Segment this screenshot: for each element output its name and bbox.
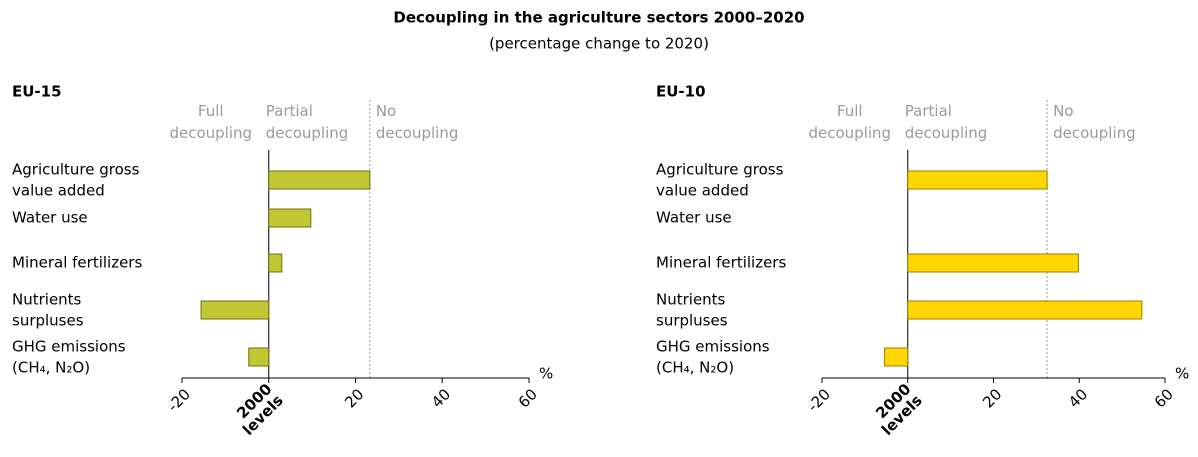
x-tick-label: 60 xyxy=(515,385,541,411)
figure-title: Decoupling in the agriculture sectors 20… xyxy=(393,9,804,27)
x-tick-label-group: -20 xyxy=(804,385,834,415)
bar xyxy=(268,170,371,190)
x-tick-label: 40 xyxy=(1065,385,1091,411)
zone-label: Full decoupling xyxy=(808,102,891,142)
x-tick-label: 20 xyxy=(341,385,367,411)
category-label: Water use xyxy=(656,209,732,227)
bar xyxy=(907,300,1143,320)
x-tick-label-group: 60 xyxy=(515,385,541,411)
bar xyxy=(248,347,270,367)
x-tick-label: 60 xyxy=(1151,385,1177,411)
category-label: Mineral fertilizers xyxy=(12,254,142,272)
x-tick-label-group: 20 xyxy=(979,385,1005,411)
x-tick-label: -20 xyxy=(164,385,194,415)
bar xyxy=(268,208,312,228)
x-tick-label-group: 20 xyxy=(341,385,367,411)
category-label: GHG emissions (CH₄, N₂O) xyxy=(656,337,770,376)
panel-title: EU-10 xyxy=(656,83,706,101)
figure-subtitle: (percentage change to 2020) xyxy=(489,35,709,53)
zone-label: No decoupling xyxy=(1053,102,1136,142)
category-label: Nutrients surpluses xyxy=(12,290,84,329)
category-label: Nutrients surpluses xyxy=(656,290,728,329)
zone-label: Full decoupling xyxy=(169,102,252,142)
category-label: Water use xyxy=(12,209,88,227)
x-tick-label: -20 xyxy=(804,385,834,415)
x-tick-label: 40 xyxy=(428,385,454,411)
zone-label: No decoupling xyxy=(376,102,459,142)
x-tick-label-group: 60 xyxy=(1151,385,1177,411)
x-tick-label-group: -20 xyxy=(164,385,194,415)
category-label: Agriculture gross value added xyxy=(12,160,140,199)
bar xyxy=(268,253,283,273)
bar xyxy=(884,347,909,367)
category-label: Agriculture gross value added xyxy=(656,160,784,199)
zone-label: Partial decoupling xyxy=(266,102,349,142)
category-label: GHG emissions (CH₄, N₂O) xyxy=(12,337,126,376)
category-label: Mineral fertilizers xyxy=(656,254,786,272)
bar xyxy=(200,300,270,320)
x-tick-label-group: 40 xyxy=(1065,385,1091,411)
bar xyxy=(907,253,1079,273)
x-tick-label-group: 2000levels xyxy=(227,380,287,439)
x-tick-label-group: 2000levels xyxy=(866,380,926,439)
x-tick-label: 2000levels xyxy=(227,380,286,439)
x-axis-label: % xyxy=(1175,365,1189,383)
bar xyxy=(907,170,1048,190)
zone-label: Partial decoupling xyxy=(905,102,988,142)
x-tick-label: 20 xyxy=(979,385,1005,411)
x-tick-label: 2000levels xyxy=(866,380,925,439)
panel-title: EU-15 xyxy=(12,83,62,101)
x-tick-label-group: 40 xyxy=(428,385,454,411)
x-axis-label: % xyxy=(539,365,553,383)
